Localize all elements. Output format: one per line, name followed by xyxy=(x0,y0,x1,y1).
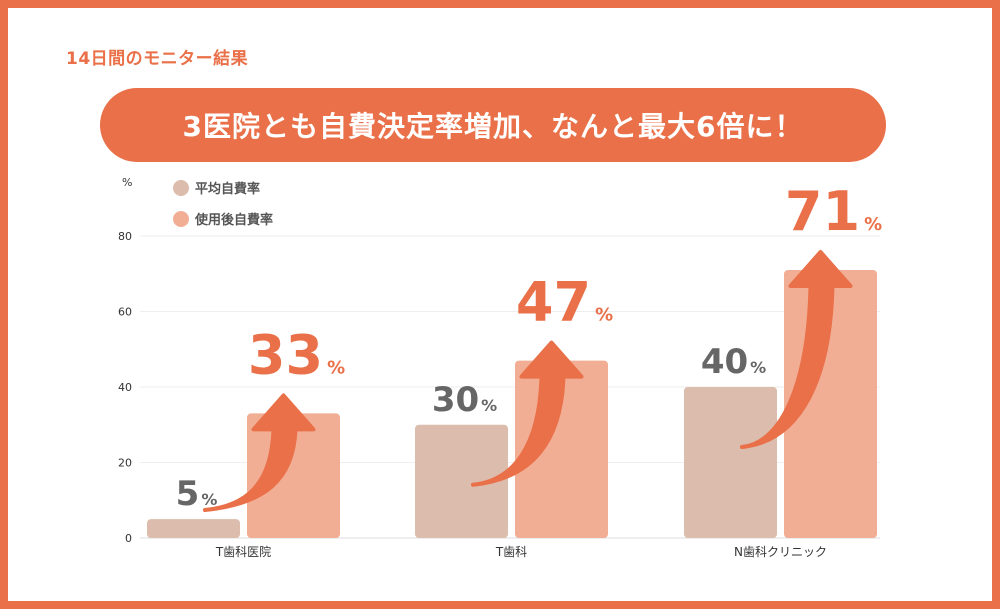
legend-swatch xyxy=(173,211,189,227)
y-tick-label: 60 xyxy=(118,306,132,319)
bar-before-3 xyxy=(684,387,777,538)
growth-arrow-icon xyxy=(203,393,316,512)
value-label-before: 30 xyxy=(432,380,479,420)
x-category-label: T歯科 xyxy=(495,545,527,559)
value-label-before: 40 xyxy=(701,342,748,382)
legend-label: 平均自費率 xyxy=(195,181,260,197)
headline-banner: 3医院とも自費決定率増加、なんと最大6倍に！ xyxy=(100,88,886,162)
value-label-after: 71 xyxy=(785,180,860,243)
y-tick-label: 20 xyxy=(118,457,132,470)
value-unit-before: % xyxy=(750,358,766,377)
value-label-before: 5 xyxy=(176,474,200,514)
value-unit-after: % xyxy=(864,214,882,235)
value-unit-before: % xyxy=(481,396,497,415)
value-unit-before: % xyxy=(201,490,217,509)
y-tick-label: 40 xyxy=(118,381,132,394)
growth-arrow-icon xyxy=(471,340,584,487)
value-label-after: 33 xyxy=(248,323,323,386)
bar-layer xyxy=(147,269,877,538)
legend-label: 使用後自費率 xyxy=(194,212,273,228)
y-tick-label: 0 xyxy=(125,532,132,545)
arrow-layer xyxy=(203,249,853,512)
legend-swatch xyxy=(173,180,189,196)
value-label-after: 47 xyxy=(516,271,591,334)
y-tick-label: 80 xyxy=(118,230,132,243)
x-category-label: T歯科医院 xyxy=(215,545,271,559)
bar-before-2 xyxy=(415,424,508,538)
chart-caption: 14日間のモニター結果 xyxy=(66,49,249,69)
value-unit-after: % xyxy=(327,357,345,378)
growth-arrow-icon xyxy=(740,249,853,449)
x-category-label: N歯科クリニック xyxy=(734,545,827,559)
value-unit-after: % xyxy=(595,305,613,326)
bar-before-1 xyxy=(147,519,240,538)
y-axis-unit-label: % xyxy=(122,176,132,189)
